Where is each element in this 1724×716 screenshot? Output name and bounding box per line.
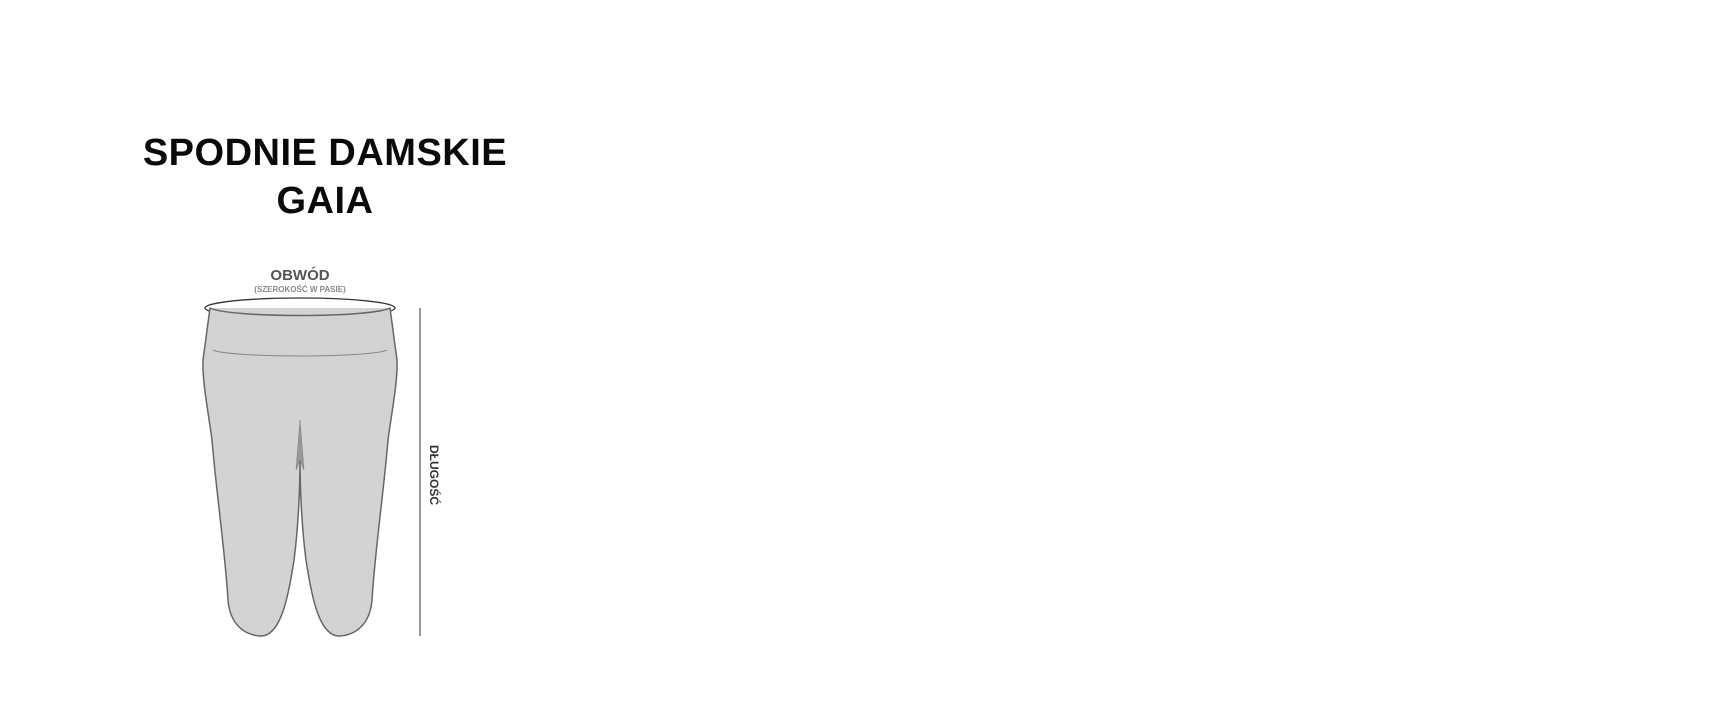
svg-text:(SZEROKOŚĆ W PASIE): (SZEROKOŚĆ W PASIE) [254,285,346,294]
svg-text:DŁUGOŚĆ: DŁUGOŚĆ [427,445,442,505]
svg-text:OBWÓD: OBWÓD [270,266,329,284]
